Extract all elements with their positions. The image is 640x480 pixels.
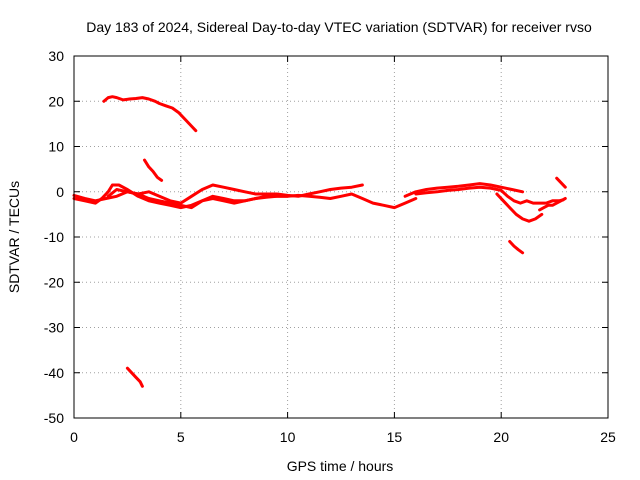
series-arc-a	[72, 183, 418, 210]
series-arc-b	[106, 183, 364, 205]
x-tick-label: 25	[600, 429, 616, 445]
y-tick-label: -20	[44, 274, 64, 290]
x-tick-label: 0	[70, 429, 78, 445]
series-arc-high	[102, 95, 198, 133]
x-tick-label: 20	[493, 429, 509, 445]
x-tick-label: 5	[177, 429, 185, 445]
series-arc-h	[555, 176, 567, 189]
series-arc-low	[125, 366, 144, 388]
axis-ticks: 0 5 10 15 20 25 -50 -40 -30 -20 -10 0 10 20 30	[44, 48, 616, 445]
y-tick-label: -50	[44, 410, 64, 426]
y-tick-label: -10	[44, 229, 64, 245]
plot-series	[72, 95, 567, 388]
series-arc-c	[72, 190, 290, 210]
y-tick-label: 0	[56, 184, 64, 200]
y-tick-label: 30	[48, 48, 64, 64]
x-tick-label: 15	[387, 429, 403, 445]
series-arc-mid	[143, 158, 164, 182]
series-arc-d	[403, 182, 525, 198]
y-axis-label: SDTVAR / TECUs	[6, 181, 22, 293]
chart-title: Day 183 of 2024, Sidereal Day-to-day VTE…	[86, 19, 592, 35]
y-tick-label: -30	[44, 320, 64, 336]
y-tick-label: 20	[48, 93, 64, 109]
x-tick-label: 10	[280, 429, 296, 445]
y-tick-label: -40	[44, 365, 64, 381]
series-arc-g	[508, 240, 525, 255]
series-arc-i	[538, 197, 567, 212]
y-tick-label: 10	[48, 139, 64, 155]
series-arc-f	[495, 192, 544, 223]
grid	[74, 56, 608, 418]
series-arc-e	[414, 185, 565, 205]
x-axis-label: GPS time / hours	[287, 458, 394, 474]
